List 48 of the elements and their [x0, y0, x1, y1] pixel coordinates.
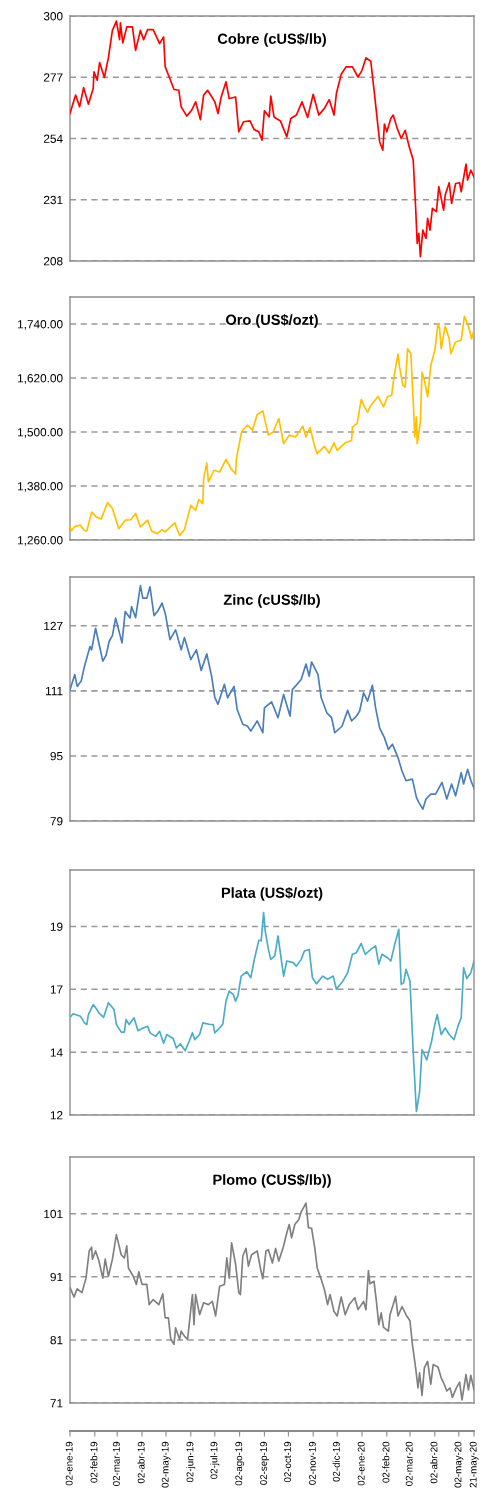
- text: Plata (US$/ozt): [221, 886, 323, 901]
- x-tick-label: 02-jul-19: [210, 1441, 220, 1479]
- line-series: [70, 584, 474, 811]
- y-tick-label: 81: [50, 1335, 63, 1345]
- y-tick-label: 14: [50, 1048, 63, 1057]
- line-series: [70, 315, 474, 537]
- x-tick-label: 02-may-19: [161, 1441, 171, 1488]
- y-tick-label: 1,380.00: [18, 482, 63, 492]
- y-tick-label: 1,740.00: [18, 320, 63, 330]
- y-tick-label: 12: [50, 1111, 63, 1120]
- x-tick-label: 21-may-20: [469, 1441, 479, 1488]
- x-tick-label: 02-oct-19: [284, 1441, 292, 1483]
- x-tick-label: 02-may-20: [454, 1441, 464, 1488]
- x-tick-label: 02-dic-19: [332, 1441, 340, 1482]
- text: Zinc (cUS$/lb): [223, 593, 320, 608]
- x-tick-label: 02-abr-20: [430, 1441, 438, 1484]
- y-tick-label: 1,260.00: [18, 536, 63, 546]
- y-tick-label: 111: [46, 687, 63, 696]
- x-tick-label: 02-ago-19: [235, 1441, 245, 1486]
- x-tick-label: 02-nov-19: [308, 1441, 316, 1485]
- y-tick-label: 1,500.00: [18, 428, 63, 438]
- y-tick-label: 208: [43, 257, 63, 266]
- x-tick-label: 02-ene-19: [65, 1441, 73, 1486]
- text: Oro (US$/ozt): [226, 313, 318, 328]
- line-series: [70, 20, 474, 258]
- y-tick-label: 19: [50, 922, 63, 931]
- y-tick-label: 71: [50, 1399, 63, 1408]
- y-tick-label: 1,620.00: [18, 374, 63, 384]
- text: Plomo (CUS$/lb)): [213, 1173, 331, 1188]
- y-tick-label: 17: [50, 985, 63, 994]
- x-tick-label: 02-feb-19: [90, 1441, 98, 1483]
- y-tick-label: 91: [50, 1272, 63, 1282]
- y-tick-label: 95: [50, 751, 63, 761]
- y-tick-label: 231: [43, 195, 63, 205]
- y-tick-label: 127: [44, 621, 63, 631]
- x-tick-label: 02-feb-20: [382, 1441, 390, 1483]
- y-tick-label: 254: [43, 134, 63, 143]
- text: Cobre (cUS$/lb): [217, 32, 326, 47]
- x-tick-label: 02-jun-19: [186, 1441, 196, 1483]
- x-tick-label: 02-mar-19: [112, 1441, 120, 1486]
- y-tick-label: 300: [43, 12, 63, 21]
- y-tick-label: 277: [43, 73, 63, 82]
- x-tick-label: 02-abr-19: [137, 1441, 145, 1484]
- y-tick-label: 101: [44, 1209, 63, 1219]
- x-tick-label: 02-sep-19: [260, 1441, 269, 1485]
- y-tick-label: 79: [50, 817, 63, 826]
- x-tick-label: 02-mar-20: [405, 1441, 413, 1486]
- x-tick-label: 02-ene-20: [357, 1441, 365, 1486]
